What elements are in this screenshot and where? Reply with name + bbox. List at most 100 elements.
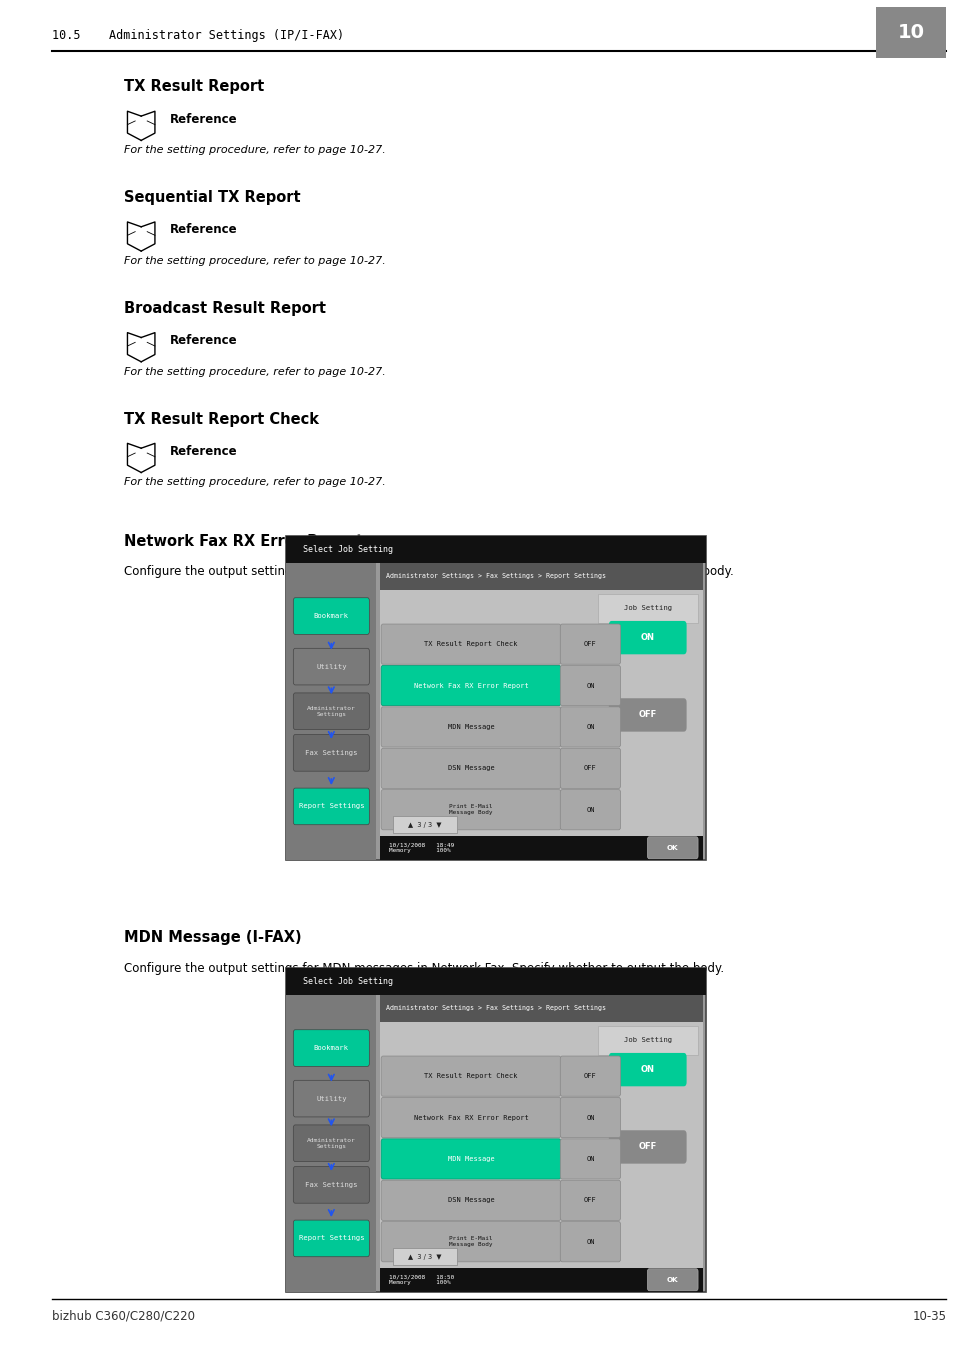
FancyBboxPatch shape xyxy=(293,1220,369,1257)
Text: Print E-Mail
Message Body: Print E-Mail Message Body xyxy=(449,1237,493,1247)
FancyBboxPatch shape xyxy=(293,1080,369,1116)
Text: For the setting procedure, refer to page 10-27.: For the setting procedure, refer to page… xyxy=(124,367,385,377)
Text: Select Job Setting: Select Job Setting xyxy=(303,545,393,554)
Text: OK: OK xyxy=(666,845,678,850)
Text: Network Fax RX Error Report: Network Fax RX Error Report xyxy=(124,535,363,549)
Text: Reference: Reference xyxy=(170,444,237,458)
Text: OFF: OFF xyxy=(583,1073,597,1079)
FancyBboxPatch shape xyxy=(379,1268,701,1292)
Text: ON: ON xyxy=(585,1239,594,1245)
Text: Utility: Utility xyxy=(315,1096,346,1102)
FancyBboxPatch shape xyxy=(381,790,560,830)
Text: Network Fax RX Error Report: Network Fax RX Error Report xyxy=(414,683,528,688)
Text: 10.5    Administrator Settings (IP/I-FAX): 10.5 Administrator Settings (IP/I-FAX) xyxy=(52,28,344,42)
Text: ON: ON xyxy=(585,1115,594,1120)
Text: 10: 10 xyxy=(897,23,923,42)
FancyBboxPatch shape xyxy=(286,968,705,995)
Text: ON: ON xyxy=(585,1156,594,1162)
Text: Administrator
Settings: Administrator Settings xyxy=(307,1138,355,1149)
FancyBboxPatch shape xyxy=(381,624,560,664)
Text: Broadcast Result Report: Broadcast Result Report xyxy=(124,301,326,316)
Text: OK: OK xyxy=(666,1277,678,1282)
FancyBboxPatch shape xyxy=(559,748,620,788)
Text: Configure the output settings for MDN messages in Network Fax. Specify whether t: Configure the output settings for MDN me… xyxy=(124,961,723,975)
FancyBboxPatch shape xyxy=(286,536,705,860)
FancyBboxPatch shape xyxy=(381,1222,560,1262)
FancyBboxPatch shape xyxy=(608,621,686,655)
Text: Administrator
Settings: Administrator Settings xyxy=(307,706,355,717)
FancyBboxPatch shape xyxy=(381,1098,560,1138)
Text: 10-35: 10-35 xyxy=(911,1310,945,1323)
Text: MDN Message: MDN Message xyxy=(447,1156,494,1162)
Text: OFF: OFF xyxy=(583,641,597,647)
Text: Job Setting: Job Setting xyxy=(623,1037,671,1044)
FancyBboxPatch shape xyxy=(608,1130,686,1164)
Text: Administrator Settings > Fax Settings > Report Settings: Administrator Settings > Fax Settings > … xyxy=(386,1006,605,1011)
Text: 10/13/2008   18:49
Memory       100%: 10/13/2008 18:49 Memory 100% xyxy=(389,842,455,853)
FancyBboxPatch shape xyxy=(559,1139,620,1179)
Text: ON: ON xyxy=(640,1065,654,1075)
FancyBboxPatch shape xyxy=(647,1269,698,1291)
FancyBboxPatch shape xyxy=(559,707,620,747)
Text: ▲  3 / 3  ▼: ▲ 3 / 3 ▼ xyxy=(408,822,441,828)
FancyBboxPatch shape xyxy=(293,788,369,825)
Text: Print E-Mail
Message Body: Print E-Mail Message Body xyxy=(449,805,493,815)
FancyBboxPatch shape xyxy=(286,536,705,563)
FancyBboxPatch shape xyxy=(293,1030,369,1066)
FancyBboxPatch shape xyxy=(381,1180,560,1220)
FancyBboxPatch shape xyxy=(293,598,369,634)
FancyBboxPatch shape xyxy=(293,648,369,684)
FancyBboxPatch shape xyxy=(293,734,369,771)
Text: Reference: Reference xyxy=(170,223,237,236)
Text: Reference: Reference xyxy=(170,333,237,347)
FancyBboxPatch shape xyxy=(381,748,560,788)
FancyBboxPatch shape xyxy=(559,1098,620,1138)
FancyBboxPatch shape xyxy=(293,1166,369,1203)
Text: ON: ON xyxy=(585,807,594,813)
Text: MDN Message: MDN Message xyxy=(447,724,494,730)
FancyBboxPatch shape xyxy=(559,666,620,706)
FancyBboxPatch shape xyxy=(608,698,686,732)
Text: Bookmark: Bookmark xyxy=(314,613,349,620)
Text: Report Settings: Report Settings xyxy=(298,803,364,810)
Text: Sequential TX Report: Sequential TX Report xyxy=(124,190,300,205)
Text: For the setting procedure, refer to page 10-27.: For the setting procedure, refer to page… xyxy=(124,256,385,266)
Text: 10/13/2008   18:50
Memory       100%: 10/13/2008 18:50 Memory 100% xyxy=(389,1274,455,1285)
FancyBboxPatch shape xyxy=(608,1053,686,1087)
Text: Network Fax RX Error Report: Network Fax RX Error Report xyxy=(414,1115,528,1120)
Text: DSN Message: DSN Message xyxy=(447,765,494,771)
Text: Fax Settings: Fax Settings xyxy=(305,749,357,756)
Text: TX Result Report: TX Result Report xyxy=(124,80,264,94)
FancyBboxPatch shape xyxy=(559,1222,620,1262)
Text: OFF: OFF xyxy=(638,710,657,720)
FancyBboxPatch shape xyxy=(559,790,620,830)
FancyBboxPatch shape xyxy=(286,995,376,1292)
FancyBboxPatch shape xyxy=(875,7,945,58)
Text: MDN Message (I-FAX): MDN Message (I-FAX) xyxy=(124,930,301,945)
FancyBboxPatch shape xyxy=(559,1180,620,1220)
FancyBboxPatch shape xyxy=(559,624,620,664)
Text: ON: ON xyxy=(585,724,594,730)
Text: Report Settings: Report Settings xyxy=(298,1235,364,1242)
Text: ON: ON xyxy=(640,633,654,643)
Text: OFF: OFF xyxy=(583,765,597,771)
Text: ON: ON xyxy=(585,683,594,688)
Text: Administrator Settings > Fax Settings > Report Settings: Administrator Settings > Fax Settings > … xyxy=(386,574,605,579)
Text: ▲  3 / 3  ▼: ▲ 3 / 3 ▼ xyxy=(408,1254,441,1260)
Text: Select Job Setting: Select Job Setting xyxy=(303,977,393,986)
Text: Utility: Utility xyxy=(315,664,346,670)
FancyBboxPatch shape xyxy=(379,563,701,590)
FancyBboxPatch shape xyxy=(286,968,705,1292)
Text: Job Setting: Job Setting xyxy=(623,605,671,612)
Text: DSN Message: DSN Message xyxy=(447,1197,494,1203)
FancyBboxPatch shape xyxy=(381,666,560,706)
FancyBboxPatch shape xyxy=(381,707,560,747)
FancyBboxPatch shape xyxy=(379,836,701,860)
FancyBboxPatch shape xyxy=(393,815,456,833)
FancyBboxPatch shape xyxy=(379,995,701,1292)
Text: TX Result Report Check: TX Result Report Check xyxy=(424,641,517,647)
Text: Reference: Reference xyxy=(170,112,237,126)
Text: Configure the output settings for the Network Fax RX Error Report. Specify wheth: Configure the output settings for the Ne… xyxy=(124,564,733,578)
FancyBboxPatch shape xyxy=(393,1247,456,1265)
FancyBboxPatch shape xyxy=(559,1056,620,1096)
